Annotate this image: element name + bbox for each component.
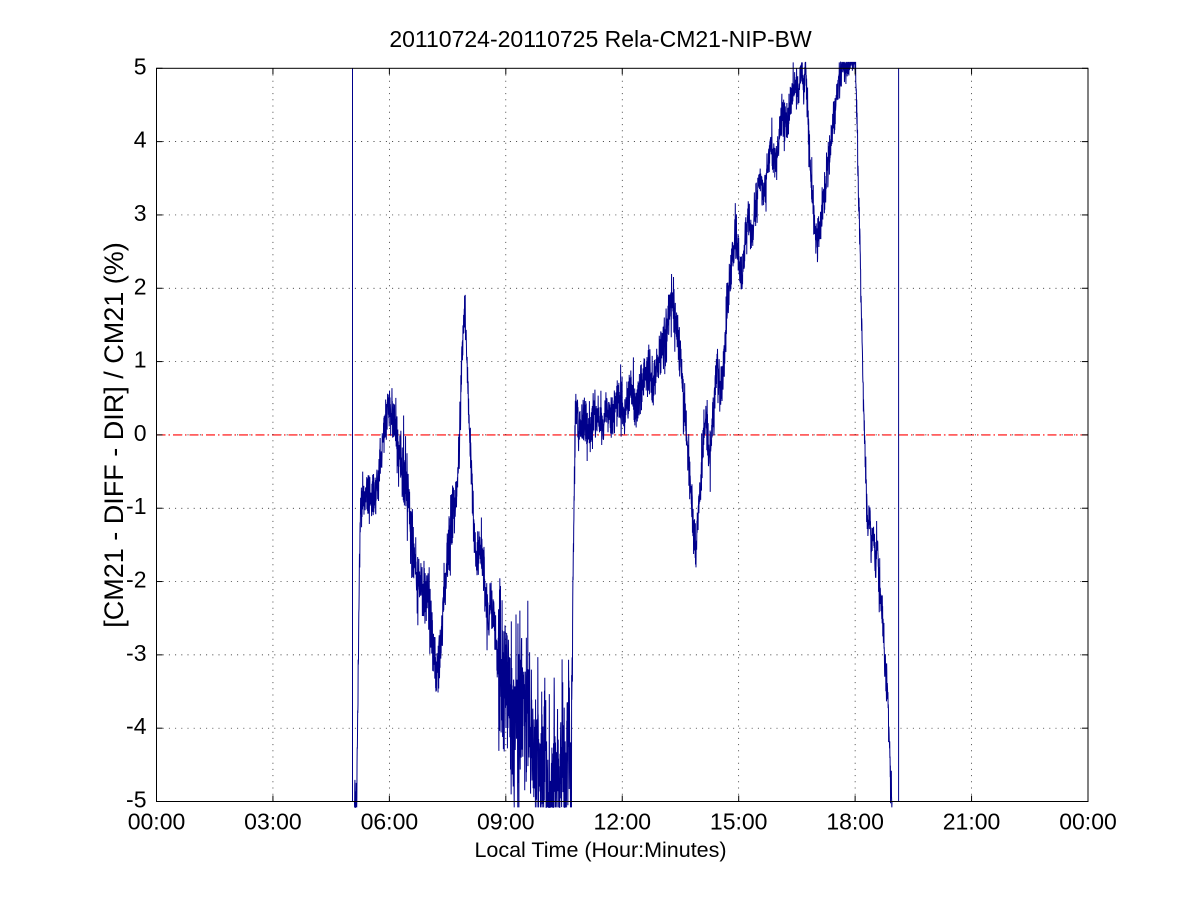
svg-text:3: 3 xyxy=(134,200,147,226)
svg-text:-3: -3 xyxy=(126,640,146,666)
svg-text:0: 0 xyxy=(134,420,147,446)
svg-text:-1: -1 xyxy=(126,493,146,519)
svg-text:-5: -5 xyxy=(126,787,146,813)
svg-text:06:00: 06:00 xyxy=(361,809,419,835)
svg-text:2: 2 xyxy=(134,273,147,299)
svg-text:-4: -4 xyxy=(126,713,147,739)
svg-text:09:00: 09:00 xyxy=(477,809,535,835)
svg-text:18:00: 18:00 xyxy=(826,809,884,835)
svg-text:15:00: 15:00 xyxy=(710,809,768,835)
svg-text:00:00: 00:00 xyxy=(1059,809,1117,835)
svg-text:-2: -2 xyxy=(126,567,146,593)
svg-text:5: 5 xyxy=(134,53,147,79)
svg-text:21:00: 21:00 xyxy=(943,809,1001,835)
svg-text:4: 4 xyxy=(134,127,147,153)
svg-text:12:00: 12:00 xyxy=(593,809,651,835)
svg-text:03:00: 03:00 xyxy=(244,809,302,835)
svg-text:1: 1 xyxy=(134,347,147,373)
